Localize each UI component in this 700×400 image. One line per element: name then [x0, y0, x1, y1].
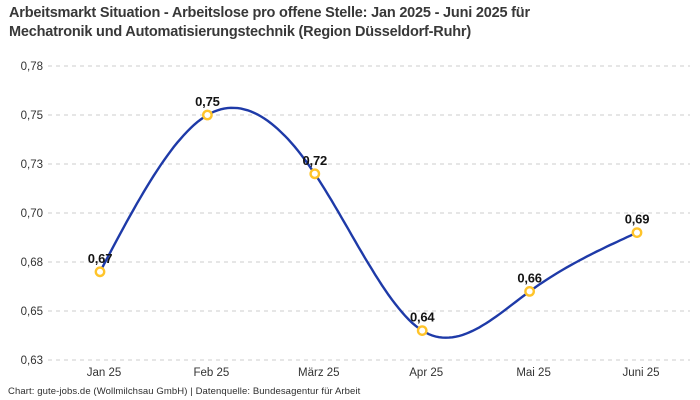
x-tick-label: Jan 25: [87, 367, 122, 379]
chart-title-line1: Arbeitsmarkt Situation - Arbeitslose pro…: [9, 5, 530, 21]
data-point[interactable]: [416, 325, 428, 336]
data-point-label: 0,69: [625, 212, 650, 227]
data-point[interactable]: [94, 266, 106, 278]
data-point[interactable]: [309, 168, 321, 180]
x-tick-label: Juni 25: [622, 367, 659, 379]
data-point[interactable]: [524, 285, 535, 297]
y-tick-label: 0,70: [21, 208, 43, 220]
data-series-line: [98, 106, 639, 339]
x-tick-label: Apr 25: [409, 367, 443, 379]
x-tick-label: Feb 25: [193, 367, 229, 379]
x-tick-label: März 25: [298, 367, 340, 379]
chart-footer: Chart: gute-jobs.de (Wollmilchsau GmbH) …: [8, 386, 361, 397]
y-tick-label: 0,73: [21, 159, 43, 171]
data-point-label: 0,67: [88, 251, 113, 266]
y-tick-label: 0,63: [21, 355, 43, 367]
y-tick-label: 0,78: [21, 61, 43, 73]
data-point-label: 0,64: [410, 310, 435, 325]
chart-title: Arbeitsmarkt Situation - Arbeitslose pro…: [9, 4, 679, 42]
data-point[interactable]: [631, 227, 643, 239]
y-tick-label: 0,68: [21, 257, 43, 269]
y-tick-label: 0,65: [21, 306, 43, 318]
y-tick-label: 0,75: [21, 110, 43, 122]
chart-title-line2: Mechatronik und Automatisierungstechnik …: [9, 24, 471, 40]
data-point[interactable]: [201, 109, 213, 121]
x-tick-label: Mai 25: [516, 367, 551, 379]
data-point-label: 0,75: [195, 94, 220, 109]
data-point-label: 0,72: [303, 153, 328, 168]
data-point-label: 0,66: [517, 270, 542, 285]
